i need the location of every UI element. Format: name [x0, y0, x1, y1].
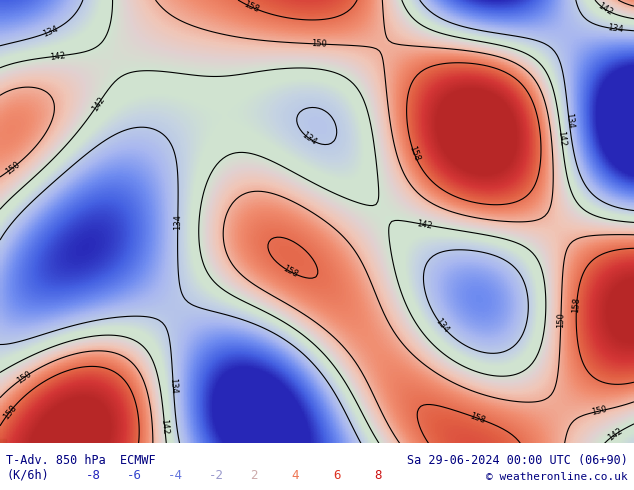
Text: 142: 142	[49, 50, 66, 62]
Text: 134: 134	[606, 23, 623, 34]
Text: 8: 8	[374, 468, 382, 482]
Text: 134: 134	[168, 378, 178, 394]
Text: -6: -6	[127, 468, 142, 482]
Text: 158: 158	[572, 296, 582, 313]
Text: 150: 150	[556, 312, 566, 328]
Text: 134: 134	[41, 24, 59, 39]
Bar	[0, 439, 6, 443]
Text: -4: -4	[168, 468, 183, 482]
Text: 142: 142	[90, 95, 107, 113]
Text: 2: 2	[250, 468, 258, 482]
Text: (K/6h): (K/6h)	[6, 468, 49, 482]
Text: 158: 158	[281, 264, 299, 279]
Text: T-Adv. 850 hPa  ECMWF: T-Adv. 850 hPa ECMWF	[6, 454, 156, 466]
Text: 150: 150	[4, 159, 22, 176]
Text: -8: -8	[86, 468, 101, 482]
Text: 158: 158	[1, 403, 18, 421]
Text: 158: 158	[243, 0, 261, 14]
Text: 134: 134	[173, 214, 183, 230]
Text: 150: 150	[311, 39, 327, 49]
Text: © weatheronline.co.uk: © weatheronline.co.uk	[486, 471, 628, 482]
Text: 134: 134	[300, 130, 318, 147]
Text: 142: 142	[556, 130, 567, 147]
Text: 134: 134	[564, 113, 574, 129]
Text: 142: 142	[159, 418, 170, 435]
Text: 6: 6	[333, 468, 340, 482]
Text: -2: -2	[209, 468, 224, 482]
Text: 134: 134	[434, 317, 450, 334]
Text: 158: 158	[469, 412, 487, 425]
Text: Sa 29-06-2024 00:00 UTC (06+90): Sa 29-06-2024 00:00 UTC (06+90)	[407, 454, 628, 466]
Text: 150: 150	[15, 369, 34, 385]
Text: 4: 4	[292, 468, 299, 482]
Text: 142: 142	[606, 426, 624, 443]
Text: 158: 158	[407, 144, 421, 162]
Text: 142: 142	[417, 219, 433, 230]
Text: 150: 150	[590, 405, 607, 417]
Text: 142: 142	[596, 1, 614, 17]
